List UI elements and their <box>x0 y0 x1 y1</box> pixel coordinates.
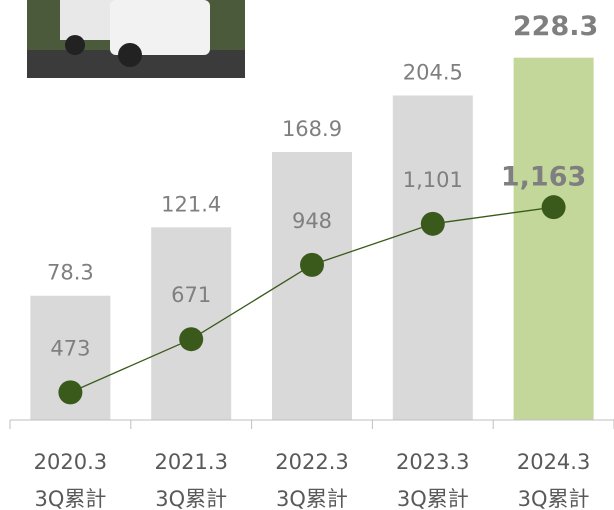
line-value-label: 473 <box>50 336 90 360</box>
line-marker <box>420 211 445 236</box>
line-marker <box>58 380 83 405</box>
bar <box>151 227 232 420</box>
line-value-label: 1,101 <box>403 168 463 192</box>
line-value-label: 948 <box>292 209 332 233</box>
x-tick-label: 3Q累計 <box>34 487 106 510</box>
x-tick-label: 2024.3 <box>517 450 590 474</box>
x-tick-label: 3Q累計 <box>155 487 227 510</box>
line-marker <box>541 195 566 220</box>
x-tick-label: 2021.3 <box>154 450 227 474</box>
photo <box>27 0 245 78</box>
bar <box>392 95 473 420</box>
line-marker <box>300 252 324 277</box>
line-value-label: 671 <box>171 283 211 307</box>
x-tick-label: 2022.3 <box>275 450 348 474</box>
bar-value-label: 78.3 <box>47 261 94 285</box>
bar-value-label: 168.9 <box>282 117 342 141</box>
x-tick-label: 3Q累計 <box>397 487 469 510</box>
x-tick-label: 2023.3 <box>396 450 469 474</box>
bar-value-label: 228.3 <box>513 11 598 42</box>
line-marker <box>179 327 204 352</box>
x-tick-label: 3Q累計 <box>518 487 590 510</box>
bar-value-label: 121.4 <box>161 192 221 216</box>
bar <box>513 57 594 421</box>
x-tick-label: 3Q累計 <box>276 487 348 510</box>
x-tick-label: 2020.3 <box>34 450 107 474</box>
bar-value-label: 204.5 <box>403 60 463 84</box>
line-value-label: 1,163 <box>501 162 586 193</box>
bar <box>272 151 352 420</box>
